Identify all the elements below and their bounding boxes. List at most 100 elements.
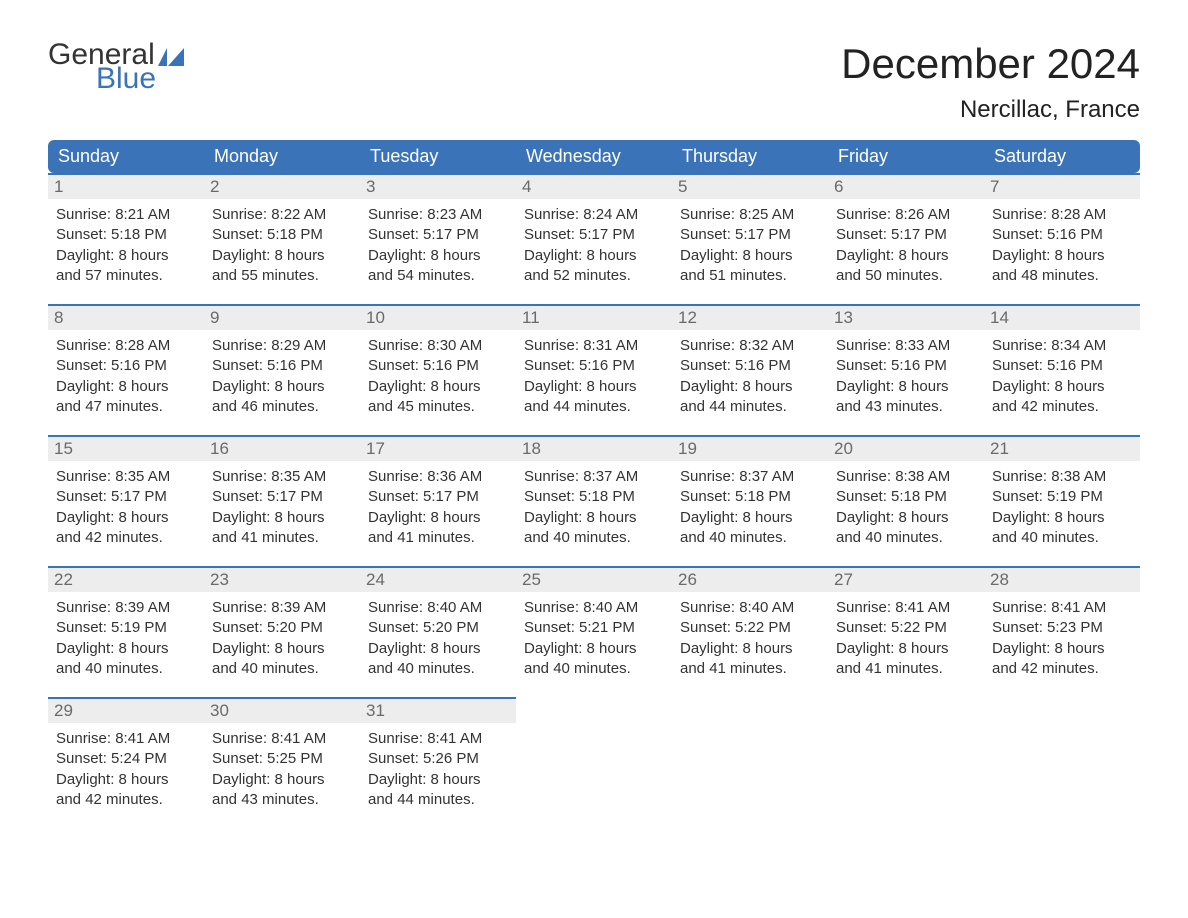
day-number: 30 bbox=[210, 701, 229, 720]
sunset-line: Sunset: 5:20 PM bbox=[212, 618, 352, 638]
daylight-line: Daylight: 8 hours and 42 minutes. bbox=[992, 377, 1132, 418]
day-cell: 24Sunrise: 8:40 AMSunset: 5:20 PMDayligh… bbox=[360, 566, 516, 697]
day-number-bar: 30 bbox=[204, 697, 360, 723]
sunset-line: Sunset: 5:18 PM bbox=[56, 225, 196, 245]
week-row: 15Sunrise: 8:35 AMSunset: 5:17 PMDayligh… bbox=[48, 435, 1140, 566]
sunrise-line: Sunrise: 8:41 AM bbox=[56, 729, 196, 749]
day-cell: 21Sunrise: 8:38 AMSunset: 5:19 PMDayligh… bbox=[984, 435, 1140, 566]
day-number: 1 bbox=[54, 177, 63, 196]
day-number: 27 bbox=[834, 570, 853, 589]
day-info: Sunrise: 8:35 AMSunset: 5:17 PMDaylight:… bbox=[56, 467, 196, 548]
sunset-line: Sunset: 5:21 PM bbox=[524, 618, 664, 638]
daylight-line: Daylight: 8 hours and 40 minutes. bbox=[992, 508, 1132, 549]
weekday-header: Saturday bbox=[984, 140, 1140, 173]
weekday-header: Sunday bbox=[48, 140, 204, 173]
day-number: 15 bbox=[54, 439, 73, 458]
day-cell: 19 Sunrise: 8:37 AMSunset: 5:18 PMDayligh… bbox=[672, 435, 828, 566]
day-info: Sunrise: 8:21 AMSunset: 5:18 PMDaylight:… bbox=[56, 205, 196, 286]
day-cell: 14Sunrise: 8:34 AMSunset: 5:16 PMDayligh… bbox=[984, 304, 1140, 435]
daylight-line: Daylight: 8 hours and 48 minutes. bbox=[992, 246, 1132, 287]
sunset-line: Sunset: 5:16 PM bbox=[836, 356, 976, 376]
sunset-line: Sunset: 5:16 PM bbox=[212, 356, 352, 376]
day-info: Sunrise: 8:23 AMSunset: 5:17 PMDaylight:… bbox=[368, 205, 508, 286]
weekday-header: Monday bbox=[204, 140, 360, 173]
day-cell: 7Sunrise: 8:28 AMSunset: 5:16 PMDaylight… bbox=[984, 173, 1140, 304]
day-number-bar: 19 bbox=[672, 435, 828, 461]
sunrise-line: Sunrise: 8:29 AM bbox=[212, 336, 352, 356]
day-info: Sunrise: 8:32 AMSunset: 5:16 PMDaylight:… bbox=[680, 336, 820, 417]
weekday-header: Thursday bbox=[672, 140, 828, 173]
day-number: 16 bbox=[210, 439, 229, 458]
header: General Blue December 2024 Nercillac, Fr… bbox=[48, 40, 1140, 134]
sunrise-line: Sunrise: 8:39 AM bbox=[56, 598, 196, 618]
day-number: 8 bbox=[54, 308, 63, 327]
daylight-line: Daylight: 8 hours and 43 minutes. bbox=[836, 377, 976, 418]
day-number-bar: 14 bbox=[984, 304, 1140, 330]
location: Nercillac, France bbox=[841, 96, 1140, 124]
daylight-line: Daylight: 8 hours and 50 minutes. bbox=[836, 246, 976, 287]
day-number-bar: 9 bbox=[204, 304, 360, 330]
logo: General Blue bbox=[48, 40, 184, 94]
day-number: 17 bbox=[366, 439, 385, 458]
week-row: 1 Sunrise: 8:21 AMSunset: 5:18 PMDaylight… bbox=[48, 173, 1140, 304]
daylight-line: Daylight: 8 hours and 40 minutes. bbox=[836, 508, 976, 549]
daylight-line: Daylight: 8 hours and 43 minutes. bbox=[212, 770, 352, 811]
day-cell: 2Sunrise: 8:22 AMSunset: 5:18 PMDaylight… bbox=[204, 173, 360, 304]
sunrise-line: Sunrise: 8:41 AM bbox=[368, 729, 508, 749]
day-info: Sunrise: 8:39 AMSunset: 5:19 PMDaylight:… bbox=[56, 598, 196, 679]
day-number-bar: 4 bbox=[516, 173, 672, 199]
sunset-line: Sunset: 5:16 PM bbox=[992, 356, 1132, 376]
day-number-bar: 5 bbox=[672, 173, 828, 199]
day-number: 6 bbox=[834, 177, 843, 196]
sunrise-line: Sunrise: 8:41 AM bbox=[212, 729, 352, 749]
day-number-bar: 23 bbox=[204, 566, 360, 592]
sunrise-line: Sunrise: 8:28 AM bbox=[56, 336, 196, 356]
day-cell bbox=[984, 697, 1140, 828]
day-info: Sunrise: 8:37 AMSunset: 5:18 PMDaylight:… bbox=[680, 467, 820, 548]
day-info: Sunrise: 8:41 AMSunset: 5:26 PMDaylight:… bbox=[368, 729, 508, 810]
day-cell: 5Sunrise: 8:25 AMSunset: 5:17 PMDaylight… bbox=[672, 173, 828, 304]
sunset-line: Sunset: 5:16 PM bbox=[524, 356, 664, 376]
month-title: December 2024 bbox=[841, 40, 1140, 88]
day-number-bar: 13 bbox=[828, 304, 984, 330]
day-number: 14 bbox=[990, 308, 1009, 327]
sunrise-line: Sunrise: 8:23 AM bbox=[368, 205, 508, 225]
sunrise-line: Sunrise: 8:38 AM bbox=[992, 467, 1132, 487]
day-number: 25 bbox=[522, 570, 541, 589]
sunrise-line: Sunrise: 8:41 AM bbox=[836, 598, 976, 618]
day-number: 10 bbox=[366, 308, 385, 327]
day-number: 12 bbox=[678, 308, 697, 327]
sunrise-line: Sunrise: 8:35 AM bbox=[212, 467, 352, 487]
day-cell: 31Sunrise: 8:41 AMSunset: 5:26 PMDayligh… bbox=[360, 697, 516, 828]
logo-flag-icon bbox=[158, 48, 184, 66]
day-info: Sunrise: 8:29 AMSunset: 5:16 PMDaylight:… bbox=[212, 336, 352, 417]
sunset-line: Sunset: 5:16 PM bbox=[992, 225, 1132, 245]
sunset-line: Sunset: 5:22 PM bbox=[680, 618, 820, 638]
daylight-line: Daylight: 8 hours and 41 minutes. bbox=[836, 639, 976, 680]
sunset-line: Sunset: 5:19 PM bbox=[992, 487, 1132, 507]
day-number: 28 bbox=[990, 570, 1009, 589]
sunset-line: Sunset: 5:17 PM bbox=[836, 225, 976, 245]
day-number-bar: 16 bbox=[204, 435, 360, 461]
day-cell: 1 Sunrise: 8:21 AMSunset: 5:18 PMDaylight… bbox=[48, 173, 204, 304]
sunrise-line: Sunrise: 8:40 AM bbox=[368, 598, 508, 618]
day-cell: 22Sunrise: 8:39 AMSunset: 5:19 PMDayligh… bbox=[48, 566, 204, 697]
day-cell: 8 Sunrise: 8:28 AMSunset: 5:16 PMDaylight… bbox=[48, 304, 204, 435]
daylight-line: Daylight: 8 hours and 40 minutes. bbox=[680, 508, 820, 549]
day-cell bbox=[672, 697, 828, 828]
day-info: Sunrise: 8:33 AMSunset: 5:16 PMDaylight:… bbox=[836, 336, 976, 417]
day-info: Sunrise: 8:28 AMSunset: 5:16 PMDaylight:… bbox=[56, 336, 196, 417]
sunrise-line: Sunrise: 8:39 AM bbox=[212, 598, 352, 618]
sunrise-line: Sunrise: 8:22 AM bbox=[212, 205, 352, 225]
sunrise-line: Sunrise: 8:31 AM bbox=[524, 336, 664, 356]
day-info: Sunrise: 8:28 AMSunset: 5:16 PMDaylight:… bbox=[992, 205, 1132, 286]
day-number-bar: 20 bbox=[828, 435, 984, 461]
sunset-line: Sunset: 5:17 PM bbox=[368, 487, 508, 507]
day-number-bar: 17 bbox=[360, 435, 516, 461]
daylight-line: Daylight: 8 hours and 52 minutes. bbox=[524, 246, 664, 287]
daylight-line: Daylight: 8 hours and 40 minutes. bbox=[524, 639, 664, 680]
weekday-header: Wednesday bbox=[516, 140, 672, 173]
daylight-line: Daylight: 8 hours and 57 minutes. bbox=[56, 246, 196, 287]
sunrise-line: Sunrise: 8:37 AM bbox=[524, 467, 664, 487]
day-number-bar: 11 bbox=[516, 304, 672, 330]
